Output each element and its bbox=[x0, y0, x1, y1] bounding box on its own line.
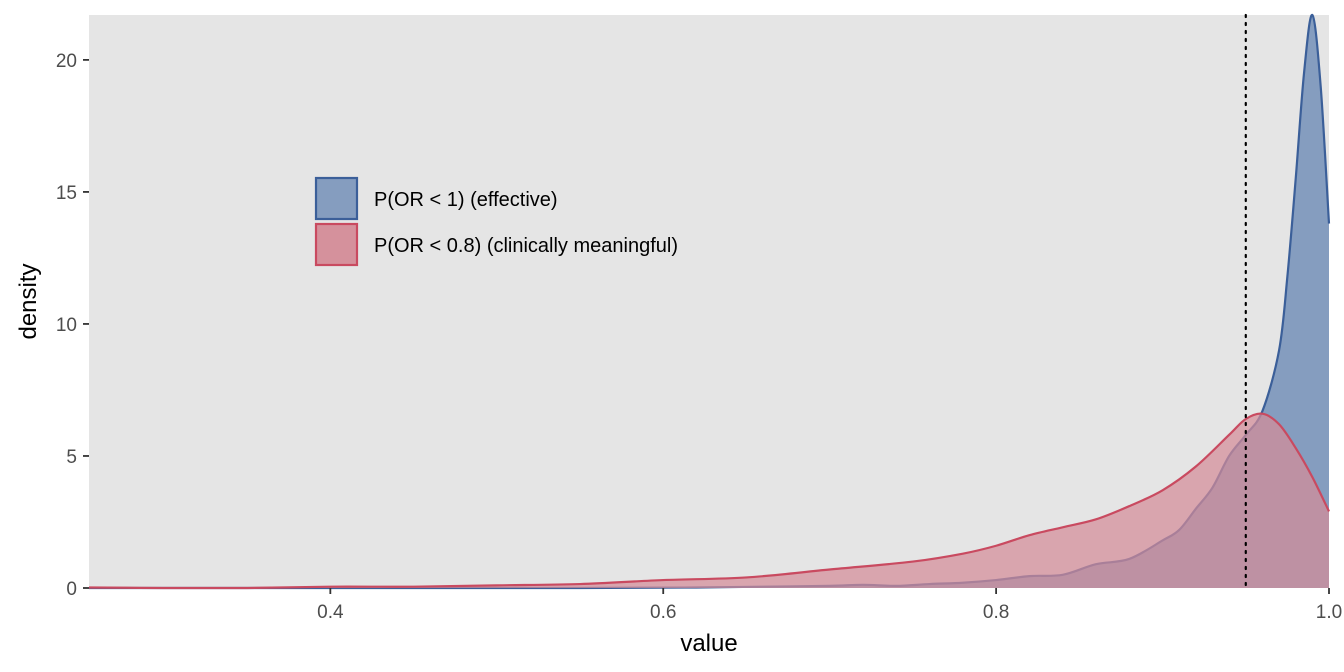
plot-panel-background bbox=[89, 15, 1329, 588]
density-series-layer bbox=[88, 13, 1331, 590]
x-axis: 0.4 0.6 0.8 1.0 bbox=[317, 588, 1342, 623]
y-tick-label: 20 bbox=[56, 51, 77, 72]
x-tick-label: 1.0 bbox=[1316, 602, 1342, 623]
x-tick-label: 0.6 bbox=[650, 602, 676, 623]
legend: P(OR < 1) (effective) P(OR < 0.8) (clinic… bbox=[314, 176, 678, 267]
x-axis-title: value bbox=[680, 630, 737, 657]
series-line-clinically-meaningful bbox=[88, 412, 1330, 590]
y-tick-label: 10 bbox=[56, 315, 77, 336]
legend-label: P(OR < 0.8) (clinically meaningful) bbox=[374, 235, 678, 257]
series-area-clinically-meaningful bbox=[89, 413, 1329, 588]
y-axis: 0 5 10 15 20 bbox=[56, 51, 89, 600]
y-axis-title: density bbox=[15, 263, 42, 339]
y-tick-label: 15 bbox=[56, 183, 77, 204]
y-tick-label: 0 bbox=[66, 579, 77, 600]
y-tick-label: 5 bbox=[66, 447, 77, 468]
x-tick-label: 0.8 bbox=[983, 602, 1009, 623]
x-tick-label: 0.4 bbox=[317, 602, 344, 623]
legend-key-clinically-meaningful bbox=[314, 222, 359, 267]
legend-label: P(OR < 1) (effective) bbox=[374, 189, 558, 211]
legend-key-effective bbox=[314, 176, 359, 221]
